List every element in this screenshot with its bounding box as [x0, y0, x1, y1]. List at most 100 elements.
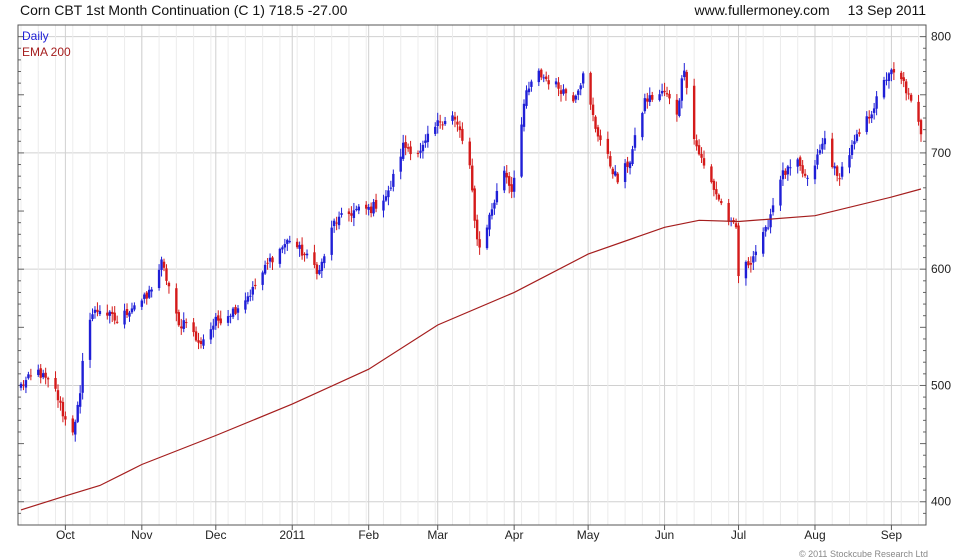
- candle-body: [140, 300, 144, 307]
- legend-ema: EMA 200: [22, 45, 71, 59]
- x-tick-label: Jul: [731, 528, 746, 542]
- candle-body: [710, 166, 713, 183]
- candle-body: [337, 216, 341, 226]
- candle-body: [438, 121, 442, 123]
- candle-body: [436, 120, 439, 127]
- candle-body: [443, 121, 447, 125]
- candle-body: [665, 93, 669, 95]
- candle-body: [286, 239, 289, 244]
- candle-body: [157, 269, 161, 289]
- candle-body: [616, 173, 619, 183]
- candle-body: [522, 103, 526, 127]
- y-tick-label: 600: [931, 262, 951, 276]
- candle-body: [401, 142, 405, 159]
- candle-body: [562, 89, 565, 94]
- candle-body: [813, 165, 817, 180]
- candle-body: [387, 190, 390, 198]
- candle-body: [453, 116, 457, 120]
- candle-body: [850, 144, 854, 155]
- candle-body: [557, 82, 560, 89]
- candle-body: [22, 384, 25, 386]
- last-price: 718.5: [268, 2, 304, 18]
- candle-body: [335, 222, 338, 224]
- candle-body: [78, 393, 82, 407]
- y-tick-label: 700: [931, 146, 951, 160]
- candle-body: [350, 213, 353, 216]
- candle-body: [633, 135, 637, 148]
- candle-body: [540, 69, 543, 78]
- price-change: -27.00: [307, 2, 348, 18]
- candle-body: [478, 239, 481, 248]
- candle-body: [712, 180, 716, 190]
- candle-body: [27, 374, 30, 379]
- y-tick-label: 800: [931, 30, 951, 44]
- candle-body: [268, 257, 272, 262]
- candle-body: [917, 101, 920, 122]
- candle-body: [868, 116, 871, 119]
- candle-body: [266, 262, 269, 264]
- candle-body: [246, 296, 250, 302]
- y-tick-label: 400: [931, 495, 951, 509]
- candle-body: [734, 223, 738, 228]
- candle-body: [594, 116, 597, 129]
- candle-body: [542, 77, 545, 79]
- candle-body: [872, 108, 876, 113]
- candle-body: [508, 176, 511, 186]
- x-tick-label: Sep: [881, 528, 903, 542]
- x-tick-label: 2011: [279, 528, 305, 542]
- candle-body: [702, 158, 706, 166]
- candle-body: [697, 145, 701, 155]
- candle-body: [197, 340, 200, 343]
- candle-body: [700, 153, 703, 158]
- candle-body: [801, 165, 804, 174]
- chart-header: Corn CBT 1st Month Continuation (C 1) 71…: [0, 0, 980, 24]
- site-link[interactable]: www.fullermoney.com: [694, 2, 830, 18]
- candle-body: [547, 80, 550, 85]
- candle-body: [29, 375, 33, 377]
- candle-body: [167, 282, 171, 287]
- candle-body: [692, 85, 696, 140]
- candle-body: [475, 219, 479, 240]
- candle-body: [611, 168, 614, 175]
- candle-body: [76, 404, 79, 422]
- candle-body: [162, 261, 166, 268]
- candle-body: [525, 90, 528, 106]
- candle-body: [623, 163, 627, 182]
- candle-body: [330, 227, 333, 255]
- x-tick-label: Aug: [804, 528, 825, 542]
- candle-body: [352, 210, 356, 218]
- candle-body: [219, 318, 222, 324]
- candle-body: [406, 147, 410, 149]
- candle-body: [658, 94, 661, 101]
- grid-lines: [18, 25, 926, 525]
- instrument-name: Corn CBT 1st Month Continuation (C 1): [20, 2, 265, 18]
- candle-body: [907, 93, 910, 95]
- candle-body: [641, 113, 644, 138]
- x-tick-label: Nov: [131, 528, 152, 542]
- candle-body: [786, 166, 790, 175]
- candle-body: [367, 207, 370, 210]
- candle-body: [332, 220, 336, 227]
- candle-body: [663, 90, 666, 93]
- candle-body: [818, 150, 822, 154]
- candle-body: [115, 321, 119, 323]
- candle-body: [675, 99, 679, 115]
- candle-body: [305, 253, 309, 256]
- candle-body: [404, 141, 407, 148]
- candle-body: [806, 177, 809, 179]
- candle-body: [784, 170, 787, 175]
- candle-body: [214, 316, 217, 326]
- candle-body: [365, 204, 368, 209]
- candle-body: [355, 208, 358, 210]
- candle-body: [695, 140, 698, 147]
- candle-body: [303, 253, 306, 256]
- candle-body: [199, 340, 203, 345]
- candle-body: [409, 146, 412, 155]
- candle-body: [194, 331, 198, 341]
- candle-body: [61, 401, 65, 417]
- candle-body: [744, 261, 748, 279]
- candle-body: [93, 309, 97, 313]
- candle-body: [165, 268, 168, 281]
- candle-body: [108, 311, 111, 316]
- candle-body: [614, 171, 617, 176]
